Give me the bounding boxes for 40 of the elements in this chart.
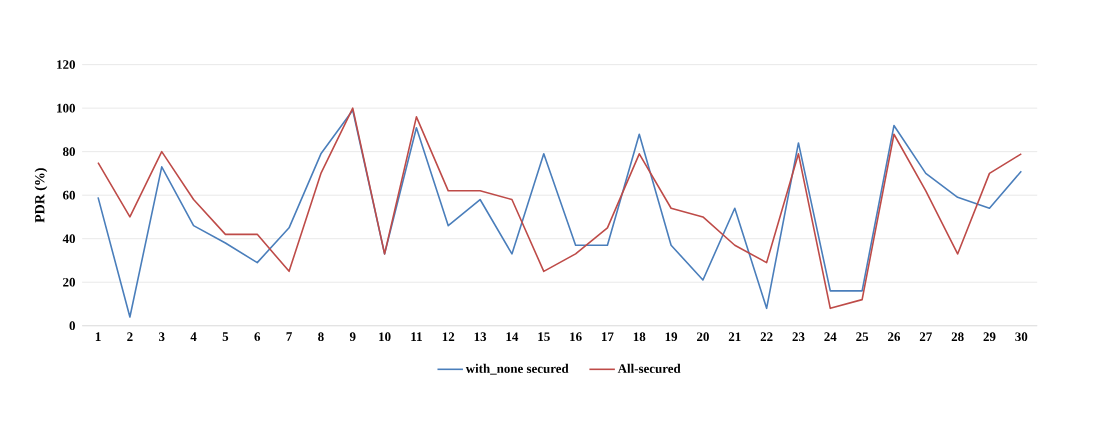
x-tick-label: 12	[442, 332, 455, 341]
x-tick-label: 4	[190, 332, 197, 341]
x-tick-label: 19	[665, 332, 678, 342]
legend-label: with_none secured	[465, 363, 569, 375]
x-tick-label: 3	[158, 332, 165, 342]
y-tick-label: 80	[63, 147, 76, 157]
y-tick-label: 20	[63, 277, 76, 287]
x-tick-label: 23	[792, 332, 805, 342]
x-tick-label: 16	[570, 332, 582, 342]
x-tick-label: 26	[888, 332, 901, 342]
x-tick-label: 22	[760, 332, 773, 341]
x-tick-label: 11	[411, 332, 422, 341]
x-tick-label: 24	[824, 332, 837, 341]
x-tick-label: 1	[95, 332, 101, 341]
y-axis-title: PDR (%)	[34, 168, 48, 223]
x-tick-label: 7	[286, 332, 292, 341]
x-tick-label: 10	[379, 332, 391, 342]
x-tick-label: 25	[856, 332, 869, 342]
y-tick-label: 0	[69, 321, 76, 331]
x-tick-label: 27	[919, 332, 932, 341]
x-tick-label: 2	[127, 332, 133, 341]
x-tick-label: 14	[506, 332, 519, 341]
legend-label: All-secured	[617, 363, 681, 374]
x-tick-label: 15	[538, 332, 550, 342]
x-tick-label: 6	[254, 332, 261, 342]
x-tick-label: 18	[633, 332, 646, 342]
x-tick-label: 8	[318, 332, 324, 342]
x-tick-label: 21	[728, 332, 741, 341]
x-tick-label: 9	[349, 332, 356, 342]
x-tick-label: 20	[697, 332, 709, 342]
y-tick-label: 100	[57, 103, 76, 113]
y-tick-label: 40	[62, 234, 76, 244]
x-tick-label: 17	[601, 332, 614, 341]
x-tick-label: 5	[222, 332, 229, 342]
x-tick-label: 13	[474, 332, 487, 342]
x-tick-label: 30	[1015, 332, 1028, 342]
x-tick-label: 29	[983, 332, 996, 342]
x-tick-label: 28	[951, 332, 964, 342]
y-tick-label: 60	[63, 190, 76, 200]
y-tick-label: 120	[57, 60, 76, 70]
